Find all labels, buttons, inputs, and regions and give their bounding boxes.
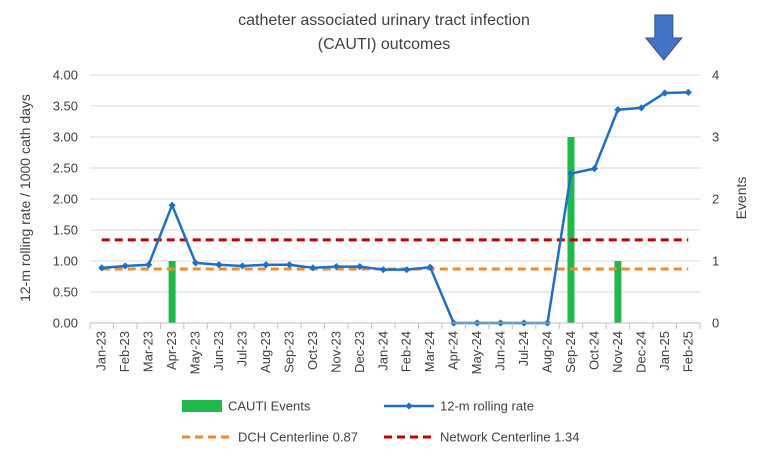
x-tick-label: Aug-23 [258, 331, 273, 373]
line-point [614, 106, 622, 114]
legend-label: CAUTI Events [228, 399, 311, 414]
x-tick-label: Nov-24 [610, 331, 625, 373]
x-tick-label: Jan-23 [94, 331, 109, 371]
line-point [309, 264, 317, 272]
line-point [238, 262, 247, 270]
bar [168, 261, 176, 323]
legend-swatch-bar [182, 400, 222, 412]
x-tick-label: May-23 [188, 331, 203, 374]
x-tick-label: Dec-24 [633, 331, 648, 373]
line-point [426, 263, 434, 271]
line-point [262, 261, 270, 269]
x-tick-label: Oct-24 [586, 331, 601, 370]
line-point [98, 264, 106, 272]
x-tick-label: Jul-24 [516, 331, 531, 366]
y-left-tick-label: 1.00 [53, 254, 78, 269]
legend-swatch-marker [405, 402, 413, 410]
x-tick-label: Jun-23 [211, 331, 226, 371]
x-tick-label: Apr-23 [164, 331, 179, 370]
line-point [285, 261, 294, 269]
y-axis-right-title: Events [733, 177, 749, 220]
line-point [215, 261, 223, 269]
y-right-tick-label: 2 [712, 192, 719, 207]
line-point [379, 266, 387, 274]
axes: 0.00 0.50 1.00 1.50 2.00 2.50 3.00 3.50 4.00 0 1 2 3… [53, 68, 720, 375]
line-point [567, 169, 575, 178]
y-right-tick-label: 1 [712, 254, 719, 269]
x-tick-label: Jan-25 [657, 331, 672, 371]
bar-series [168, 137, 622, 323]
centerline-series [101, 238, 689, 271]
line-series [98, 88, 692, 327]
line-point [332, 262, 340, 271]
x-tick-label: Mar-24 [422, 331, 437, 372]
chart-title-line-1: catheter associated urinary tract infect… [238, 12, 530, 29]
x-tick-label: Sep-24 [563, 331, 578, 373]
y-axis-left-title: 12-m rolling rate / 1000 cath days [17, 94, 33, 302]
x-tick-label: Jul-23 [235, 331, 250, 366]
line-point [168, 201, 176, 209]
line-point [121, 262, 129, 270]
y-left-tick-label: 3.50 [53, 99, 78, 114]
x-tick-label: May-24 [469, 331, 484, 374]
line-point [403, 266, 411, 274]
x-tick-label: Sep-23 [281, 331, 296, 373]
x-tick-label: Jun-24 [493, 331, 508, 371]
y-right-tick-label: 4 [712, 68, 719, 83]
y-left-tick-label: 3.00 [53, 130, 78, 145]
y-left-tick-label: 1.50 [53, 223, 78, 238]
y-left-tick-label: 2.00 [53, 192, 78, 207]
legend-label: 12-m rolling rate [440, 399, 534, 414]
y-right-tick-label: 3 [712, 130, 719, 145]
y-left-tick-label: 4.00 [53, 68, 78, 83]
x-tick-label: Feb-25 [680, 331, 695, 372]
x-tick-label: Aug-24 [540, 331, 555, 373]
down-arrow-icon [644, 14, 683, 61]
y-right-tick-label: 0 [712, 316, 719, 331]
line-point [356, 262, 364, 271]
down-arrow-shape [644, 14, 683, 61]
bar [567, 137, 575, 323]
x-tick-label: Feb-23 [117, 331, 132, 372]
legend-label: Network Centerline 1.34 [440, 430, 579, 445]
line-point [661, 89, 669, 97]
line-point [684, 88, 692, 96]
y-left-tick-label: 0.50 [53, 285, 78, 300]
legend: CAUTI Events 12-m rolling rate DCH Centerl… [182, 399, 579, 445]
x-tick-label: Jan-24 [375, 331, 390, 371]
y-left-tick-label: 2.50 [53, 161, 78, 176]
y-left-tick-label: 0.00 [53, 316, 78, 331]
line-point [191, 259, 200, 267]
chart-title-line-2: (CAUTI) outcomes [318, 36, 450, 53]
line-point [145, 261, 153, 269]
rolling-rate-line [101, 91, 689, 325]
x-tick-label: Feb-24 [399, 331, 414, 372]
line-point [590, 165, 599, 173]
x-tick-label: Apr-24 [446, 331, 461, 370]
x-tick-label: Dec-23 [352, 331, 367, 373]
line-point [637, 104, 645, 112]
legend-label: DCH Centerline 0.87 [238, 430, 358, 445]
bar [614, 261, 622, 323]
x-tick-label: Nov-23 [328, 331, 343, 373]
gridlines [90, 74, 700, 293]
x-tick-label: Mar-23 [141, 331, 156, 372]
x-tick-label: Oct-23 [305, 331, 320, 370]
